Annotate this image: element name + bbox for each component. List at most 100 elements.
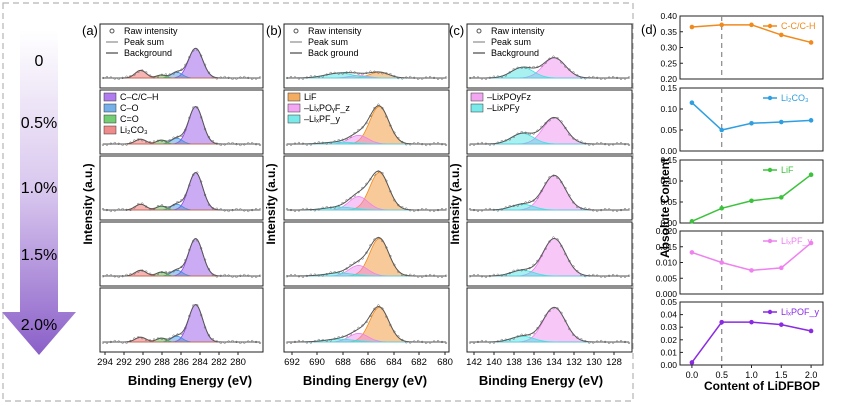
- xps-raw-point: [472, 208, 476, 212]
- xps-raw-point: [125, 273, 128, 277]
- xps-raw-point: [552, 236, 555, 239]
- xps-raw-point: [619, 77, 623, 81]
- xps-raw-point: [258, 143, 262, 147]
- xps-raw-point: [164, 338, 167, 341]
- xps-raw-point: [405, 143, 408, 146]
- xps-raw-point: [247, 76, 250, 80]
- xps-raw-point: [468, 341, 472, 344]
- xps-legend-components: LiF–LiₓPOᵧF_z–LiₓPF_y: [287, 92, 350, 124]
- xps-raw-point: [492, 273, 496, 277]
- xps-raw-point: [121, 275, 124, 278]
- xps-raw-point: [572, 333, 575, 336]
- xps-raw-point: [203, 326, 207, 329]
- xps-tick-label: 286: [173, 357, 189, 368]
- xps-raw-point: [321, 206, 324, 210]
- xps-raw-point: [421, 340, 424, 344]
- xps-raw-point: [349, 333, 352, 336]
- xps-raw-point: [385, 315, 388, 318]
- xps-raw-point: [615, 340, 619, 343]
- xps-raw-point: [444, 274, 448, 277]
- xps-raw-point: [353, 131, 356, 135]
- xps-raw-point: [373, 173, 376, 176]
- xps-raw-point: [325, 272, 328, 276]
- xps-raw-point: [239, 76, 242, 79]
- xps-raw-point: [615, 142, 619, 145]
- xps-raw-point: [239, 274, 242, 277]
- xps-raw-point: [524, 66, 527, 70]
- data-point: [778, 119, 784, 125]
- xps-raw-point: [500, 75, 503, 78]
- line-ytick-label: 0.020: [656, 226, 678, 236]
- xps-raw-point: [196, 304, 199, 307]
- xps-raw-point: [512, 269, 515, 272]
- xps-raw-point: [188, 314, 191, 318]
- xps-raw-point: [544, 182, 547, 185]
- xps-raw-point: [184, 63, 187, 67]
- xps-peak-sum: [103, 47, 260, 79]
- xps-raw-point: [254, 340, 258, 344]
- xps-raw-point: [619, 339, 623, 343]
- xps-raw-point: [584, 207, 587, 210]
- xps-subplot: [99, 221, 264, 287]
- xps-raw-point: [516, 204, 519, 207]
- xps-subplot: [466, 287, 633, 353]
- xps-raw-point: [184, 326, 187, 330]
- xps-raw-point: [508, 204, 511, 208]
- xps-raw-point: [289, 143, 293, 146]
- xps-component-label: C=O: [120, 114, 139, 124]
- xps-raw-point: [397, 270, 400, 273]
- xps-raw-point: [129, 208, 132, 212]
- xps-raw-point: [243, 75, 246, 79]
- xps-raw-point: [428, 143, 432, 146]
- xps-raw-point: [105, 274, 109, 277]
- xps-raw-point: [313, 273, 316, 276]
- xps-raw-point: [401, 273, 404, 276]
- xps-subplot: [283, 89, 450, 155]
- xps-raw-point: [145, 270, 148, 273]
- xps-raw-point: [560, 244, 563, 248]
- xps-raw-point: [133, 206, 136, 209]
- xps-legend-label: Background: [491, 48, 539, 58]
- xps-raw-point: [504, 273, 507, 277]
- xps-raw-point: [544, 314, 547, 317]
- xps-raw-point: [627, 76, 631, 79]
- xps-raw-point: [572, 71, 575, 74]
- xps-raw-point: [207, 71, 211, 74]
- xps-raw-point: [444, 208, 448, 211]
- xps-raw-point: [409, 341, 412, 344]
- xps-legend-label: Back ground: [308, 48, 359, 58]
- xps-raw-point: [152, 207, 156, 210]
- xps-raw-point: [357, 326, 360, 330]
- xps-raw-point: [627, 341, 631, 345]
- xps-raw-point: [235, 207, 238, 211]
- xps-raw-point: [207, 268, 211, 271]
- xps-raw-point: [516, 268, 519, 272]
- xps-legend-components: –LixPOyFz–LixPFy: [470, 92, 532, 113]
- xps-raw-point: [133, 272, 136, 275]
- xps-raw-point: [417, 208, 420, 212]
- line-xtick-label: 2.0: [805, 370, 818, 380]
- xps-raw-point: [337, 72, 340, 75]
- xps-raw-point: [604, 340, 607, 344]
- xps-raw-point: [293, 209, 297, 213]
- xps-raw-point: [357, 72, 360, 75]
- xps-raw-point: [444, 76, 448, 79]
- xps-raw-point: [381, 239, 384, 243]
- xps-raw-point: [588, 274, 591, 277]
- xps-raw-point: [223, 143, 226, 146]
- xps-raw-point: [520, 66, 523, 70]
- xps-raw-point: [192, 239, 195, 243]
- xps-raw-point: [231, 275, 234, 278]
- xps-raw-point: [349, 135, 352, 138]
- xps-raw-point: [544, 61, 547, 64]
- data-point: [719, 22, 725, 28]
- xps-raw-point: [235, 143, 238, 146]
- xps-raw-point: [548, 240, 551, 243]
- xps-raw-point: [556, 57, 559, 60]
- xps-raw-point: [215, 77, 218, 80]
- data-point: [808, 172, 814, 177]
- xps-raw-point: [492, 341, 496, 344]
